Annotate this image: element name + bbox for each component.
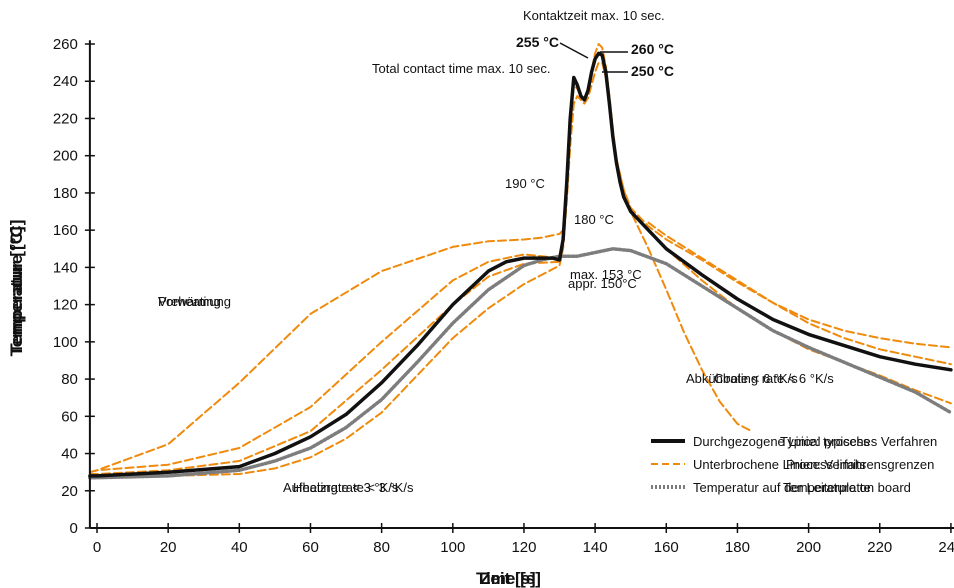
annotation-heating-rate-en: Heating rate < 3 °K/s <box>293 480 414 495</box>
y-tick-label: 0 <box>70 520 78 537</box>
x-tick-label: 80 <box>373 539 390 556</box>
x-tick-label: 100 <box>440 539 465 556</box>
y-tick-label: 200 <box>53 148 78 165</box>
annotation-max-153c: max. 153 °C <box>570 267 642 282</box>
x-tick-label: 240 <box>938 539 954 556</box>
y-axis-title-en: Temperature [°C] <box>7 220 26 357</box>
legend-label-board-de: Temperatur auf der Leiterplatte <box>693 480 871 495</box>
series-line-limit-mid2 <box>88 260 561 475</box>
y-tick-label: 180 <box>53 185 78 202</box>
legend-label-limits-en: Process limits <box>786 457 867 472</box>
series-line-limit-mid1 <box>88 253 561 474</box>
x-tick-label: 160 <box>654 539 679 556</box>
y-tick-label: 220 <box>53 110 78 127</box>
annotation-180c: 180 °C <box>574 212 614 227</box>
y-tick-label: 100 <box>53 334 78 351</box>
axes <box>84 40 954 533</box>
legend-label-typical-de: Durchgezogene Linie: typisches Verfahren <box>693 434 937 449</box>
y-tick-label: 260 <box>53 36 78 53</box>
annotation-250c: 250 °C <box>631 63 674 79</box>
annotation-190c: 190 °C <box>505 176 545 191</box>
y-tick-label: 160 <box>53 222 78 239</box>
annotation-cooling-rate-de: Abkühlrate < 6 °K/s <box>686 371 798 386</box>
y-tick-label: 120 <box>53 297 78 314</box>
x-tick-label: 180 <box>725 539 750 556</box>
annotation-contact-time-en: Total contact time max. 10 sec. <box>372 61 550 76</box>
y-tick-label: 80 <box>61 371 78 388</box>
legend: Durchgezogene Linie: typisches Verfahren… <box>651 434 937 495</box>
y-tick-label: 40 <box>61 446 78 463</box>
series-line-limit-cool-upper <box>647 221 952 366</box>
x-tick-label: 200 <box>796 539 821 556</box>
annotation-preheating-en: Preheating <box>158 294 221 309</box>
series-line-limit-upper <box>88 43 952 474</box>
annotation-255c: 255 °C <box>516 34 559 50</box>
x-tick-label: 40 <box>231 539 248 556</box>
series-line-limit-lower <box>88 61 753 479</box>
annotation-appr-150c: appr. 150°C <box>568 276 637 291</box>
tick-labels: 0 20 40 60 80 100 120 140 160 180 200 220 240 260 0 20 4… <box>53 36 954 556</box>
annotation-260c: 260 °C <box>631 41 674 57</box>
annotation-heating-rate-de: Aufheizrate < 3 °K/s <box>283 480 399 495</box>
annotation-cooling-rate-en: Cooling rate < 6 °K/s <box>714 371 834 386</box>
x-tick-label: 120 <box>511 539 536 556</box>
x-axis-title-de: Zeit [s] <box>480 569 536 588</box>
legend-label-typical-en: Typical process <box>780 434 870 449</box>
y-tick-label: 140 <box>53 259 78 276</box>
x-tick-label: 220 <box>867 539 892 556</box>
x-tick-label: 0 <box>93 539 101 556</box>
annotation-preheating-de: Vorwärmung <box>158 294 231 309</box>
legend-label-limits-de: Unterbrochene Linien: Verfahrensgrenzen <box>693 457 934 472</box>
y-tick-label: 60 <box>61 408 78 425</box>
legend-label-board-en: Temperature on board <box>783 480 911 495</box>
x-tick-label: 140 <box>583 539 608 556</box>
x-axis-title-en: Time [s] <box>476 569 541 588</box>
x-tick-label: 60 <box>302 539 319 556</box>
x-tick-label: 20 <box>160 539 177 556</box>
y-tick-label: 20 <box>61 483 78 500</box>
series-line-typical <box>88 51 953 478</box>
y-tick-label: 240 <box>53 73 78 90</box>
y-axis-title-de: Temperatur [°C] <box>7 226 26 353</box>
leader-255 <box>559 42 589 59</box>
annotation-contact-time-de: Kontaktzeit max. 10 sec. <box>523 8 665 23</box>
plot-lines <box>88 43 953 480</box>
